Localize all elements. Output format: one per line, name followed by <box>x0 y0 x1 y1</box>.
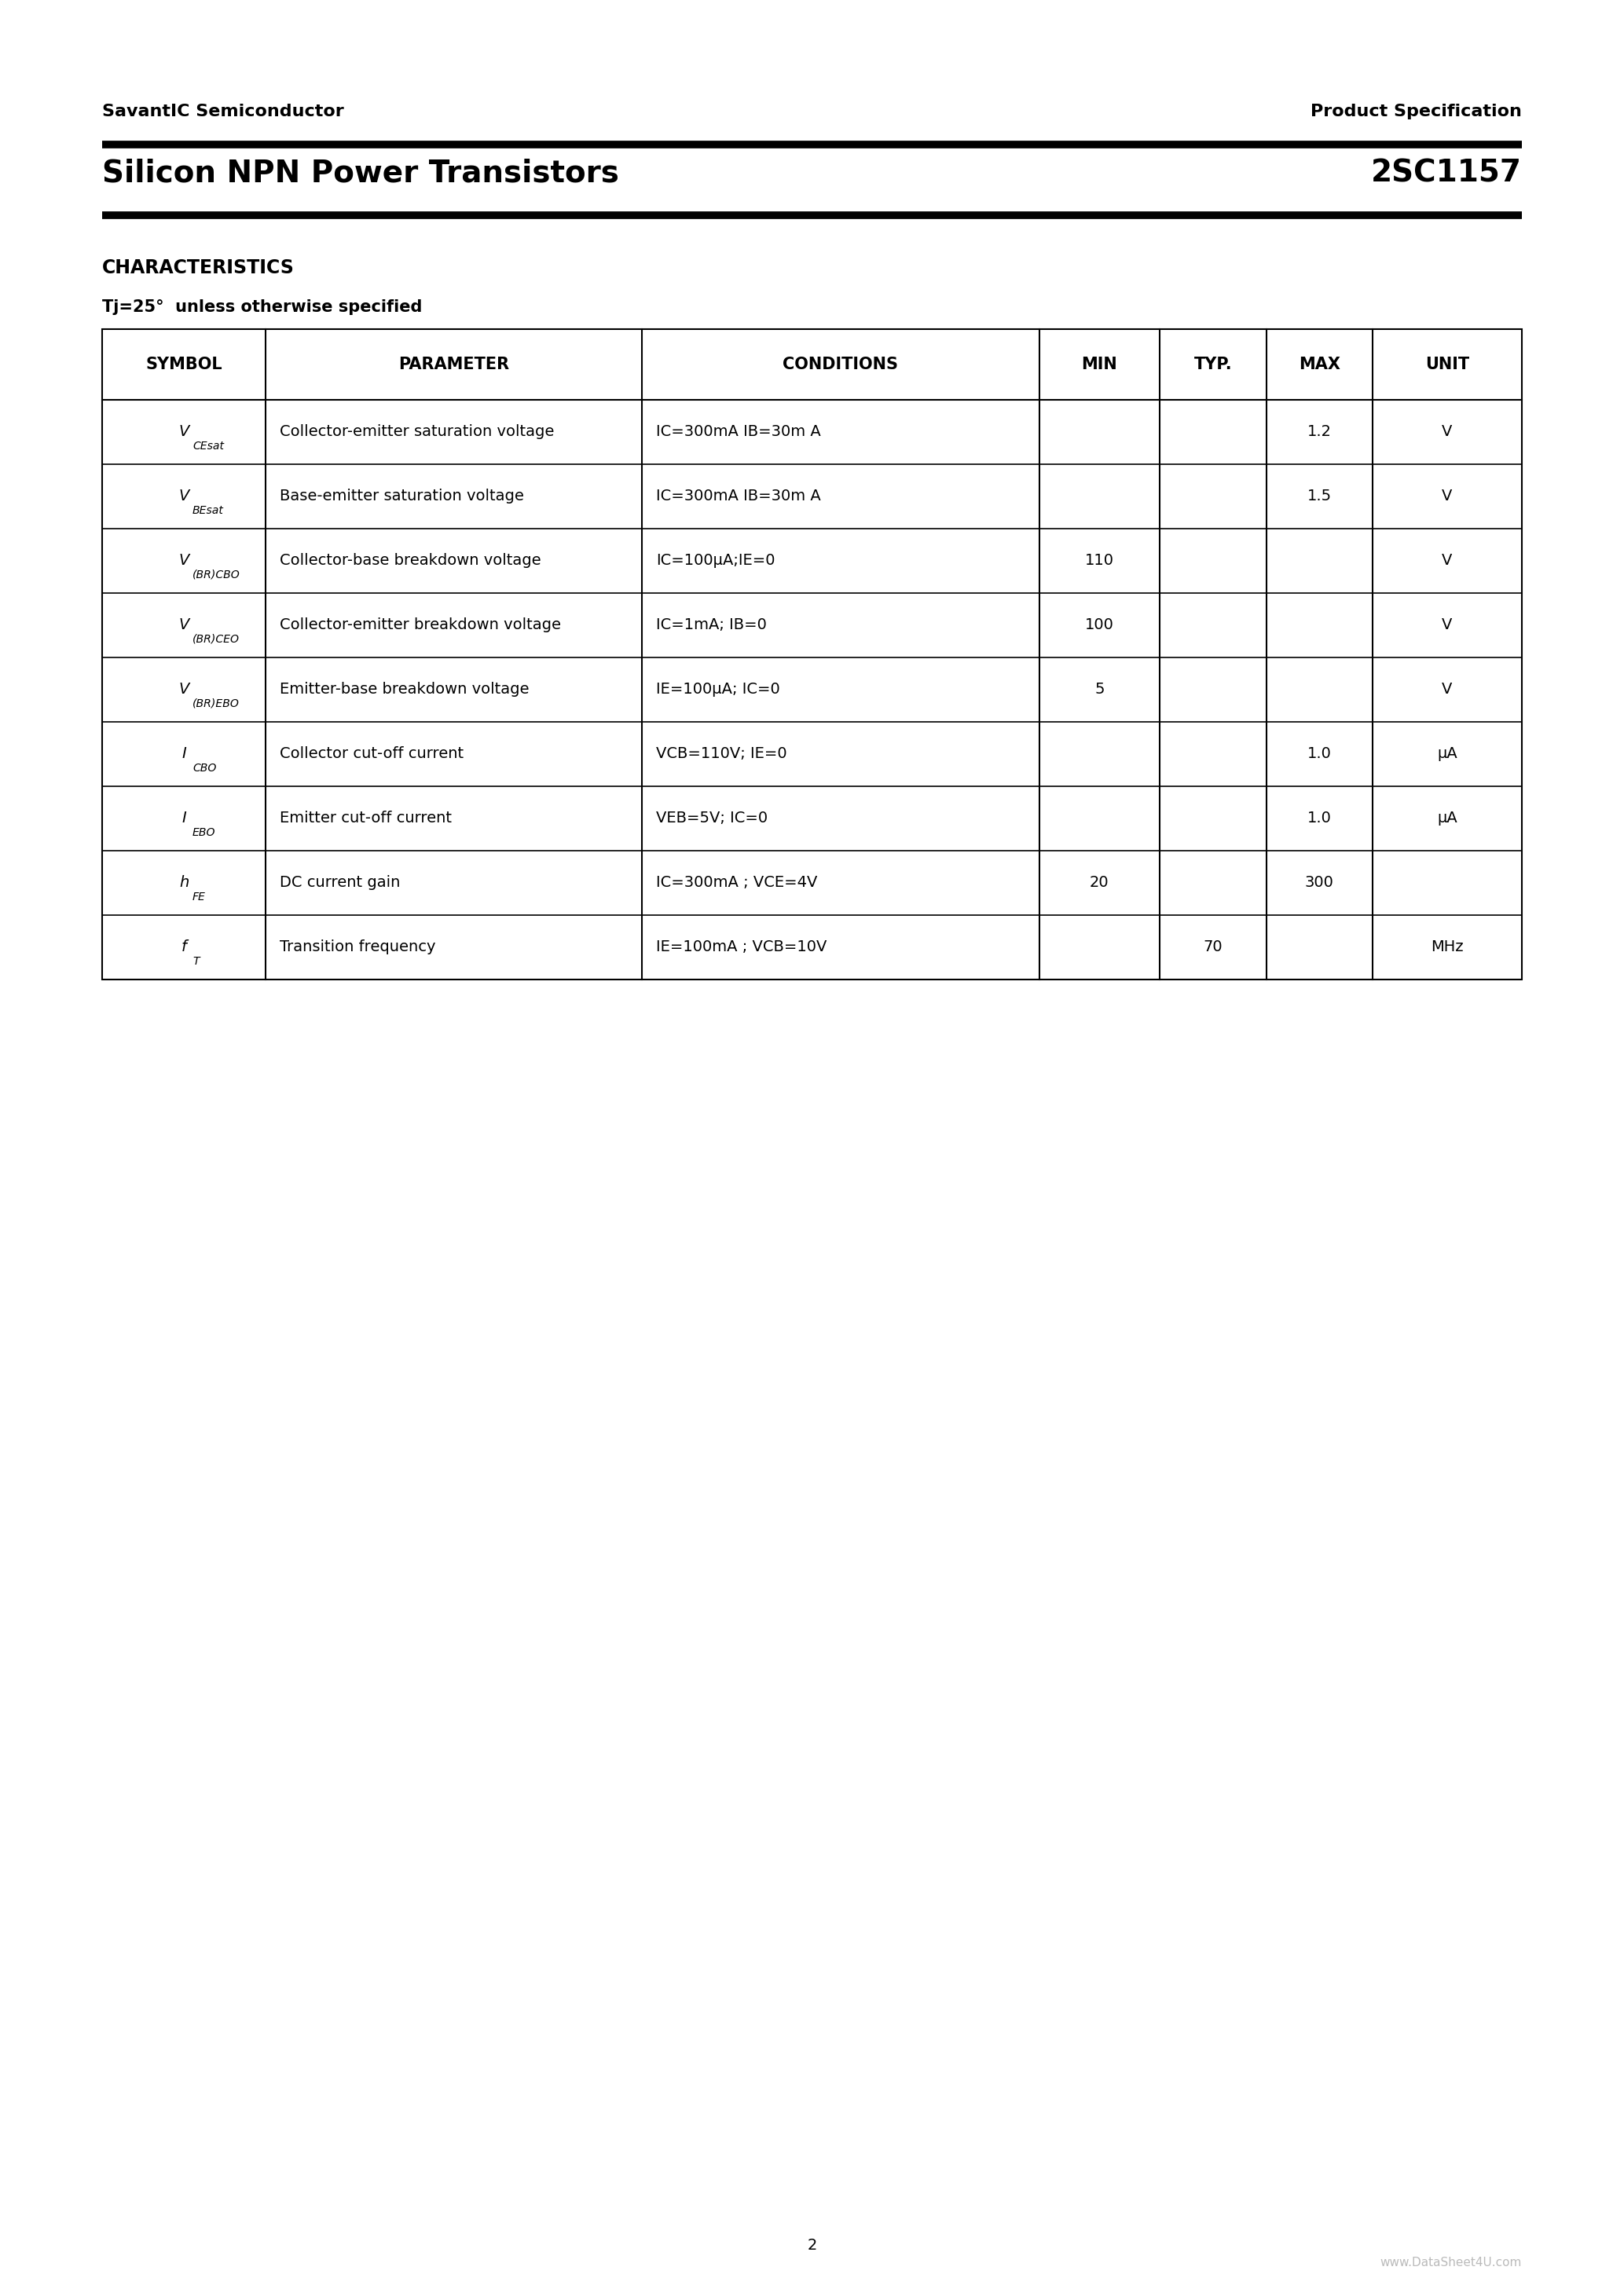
Text: IE=100μA; IC=0: IE=100μA; IC=0 <box>656 682 780 696</box>
Text: UNIT: UNIT <box>1426 356 1470 372</box>
Text: 70: 70 <box>1203 939 1223 955</box>
Text: Emitter-base breakdown voltage: Emitter-base breakdown voltage <box>279 682 529 696</box>
Text: V: V <box>1442 489 1452 503</box>
Text: μA: μA <box>1437 746 1457 762</box>
Text: V: V <box>179 618 188 631</box>
Text: CONDITIONS: CONDITIONS <box>783 356 898 372</box>
Text: 300: 300 <box>1306 875 1333 891</box>
Text: (BR)CEO: (BR)CEO <box>193 634 240 645</box>
Text: 1.0: 1.0 <box>1307 746 1332 762</box>
Text: Collector-emitter breakdown voltage: Collector-emitter breakdown voltage <box>279 618 560 631</box>
Text: Silicon NPN Power Transistors: Silicon NPN Power Transistors <box>102 158 619 188</box>
Text: 2SC1157: 2SC1157 <box>1371 158 1522 188</box>
Text: μA: μA <box>1437 810 1457 827</box>
Text: 20: 20 <box>1090 875 1109 891</box>
Text: CEsat: CEsat <box>193 441 224 452</box>
Text: 110: 110 <box>1085 553 1114 567</box>
Text: f: f <box>182 939 187 955</box>
Text: TYP.: TYP. <box>1194 356 1233 372</box>
Text: MHz: MHz <box>1431 939 1463 955</box>
Text: IC=100μA;IE=0: IC=100μA;IE=0 <box>656 553 775 567</box>
Text: 2: 2 <box>807 2239 817 2252</box>
Text: Product Specification: Product Specification <box>1311 103 1522 119</box>
Text: Transition frequency: Transition frequency <box>279 939 435 955</box>
Text: Base-emitter saturation voltage: Base-emitter saturation voltage <box>279 489 525 503</box>
Text: IE=100mA ; VCB=10V: IE=100mA ; VCB=10V <box>656 939 827 955</box>
Text: (BR)EBO: (BR)EBO <box>193 698 240 709</box>
Text: IC=300mA IB=30m A: IC=300mA IB=30m A <box>656 425 820 439</box>
Text: 1.5: 1.5 <box>1307 489 1332 503</box>
Text: V: V <box>179 682 188 696</box>
Text: V: V <box>1442 425 1452 439</box>
Text: 100: 100 <box>1085 618 1114 631</box>
Text: CBO: CBO <box>193 762 216 774</box>
Text: V: V <box>179 553 188 567</box>
Text: Emitter cut-off current: Emitter cut-off current <box>279 810 451 827</box>
Text: VEB=5V; IC=0: VEB=5V; IC=0 <box>656 810 768 827</box>
Text: I: I <box>182 746 187 762</box>
Text: VCB=110V; IE=0: VCB=110V; IE=0 <box>656 746 786 762</box>
Bar <box>102 328 1522 978</box>
Text: PARAMETER: PARAMETER <box>398 356 508 372</box>
Text: CHARACTERISTICS: CHARACTERISTICS <box>102 257 294 278</box>
Text: FE: FE <box>193 891 206 902</box>
Text: IC=300mA IB=30m A: IC=300mA IB=30m A <box>656 489 820 503</box>
Text: Collector-base breakdown voltage: Collector-base breakdown voltage <box>279 553 541 567</box>
Text: V: V <box>1442 553 1452 567</box>
Text: 1.0: 1.0 <box>1307 810 1332 827</box>
Text: SYMBOL: SYMBOL <box>146 356 222 372</box>
Text: V: V <box>1442 618 1452 631</box>
Text: 5: 5 <box>1095 682 1104 696</box>
Text: IC=300mA ; VCE=4V: IC=300mA ; VCE=4V <box>656 875 817 891</box>
Text: www.DataSheet4U.com: www.DataSheet4U.com <box>1380 2257 1522 2268</box>
Text: V: V <box>1442 682 1452 696</box>
Text: V: V <box>179 489 188 503</box>
Text: Collector cut-off current: Collector cut-off current <box>279 746 463 762</box>
Text: IC=1mA; IB=0: IC=1mA; IB=0 <box>656 618 767 631</box>
Text: EBO: EBO <box>193 827 216 838</box>
Text: V: V <box>179 425 188 439</box>
Text: Collector-emitter saturation voltage: Collector-emitter saturation voltage <box>279 425 554 439</box>
Text: h: h <box>179 875 188 891</box>
Text: SavantIC Semiconductor: SavantIC Semiconductor <box>102 103 344 119</box>
Text: I: I <box>182 810 187 827</box>
Text: 1.2: 1.2 <box>1307 425 1332 439</box>
Text: DC current gain: DC current gain <box>279 875 400 891</box>
Text: MIN: MIN <box>1082 356 1117 372</box>
Text: BEsat: BEsat <box>193 505 224 517</box>
Text: T: T <box>193 955 200 967</box>
Text: MAX: MAX <box>1299 356 1340 372</box>
Text: Tj=25°  unless otherwise specified: Tj=25° unless otherwise specified <box>102 298 422 315</box>
Text: (BR)CBO: (BR)CBO <box>193 569 240 581</box>
